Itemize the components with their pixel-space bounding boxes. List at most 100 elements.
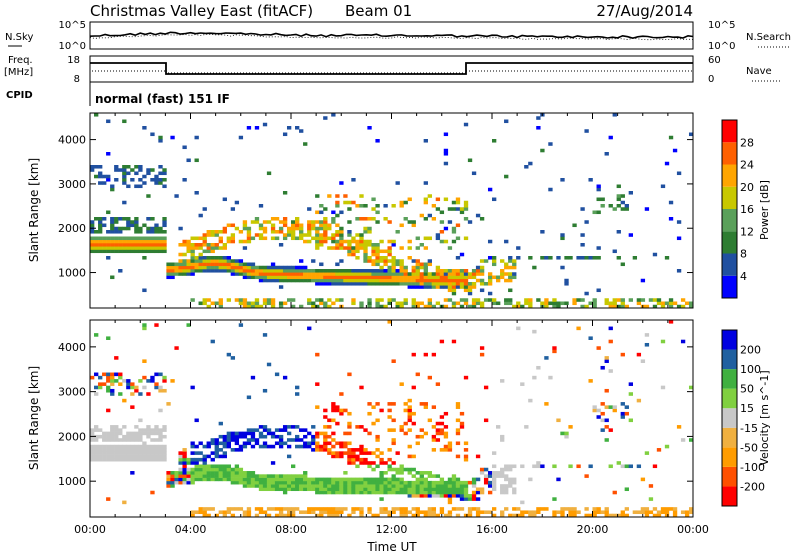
velocity-cell: [660, 510, 666, 515]
velocity-cell: [186, 457, 191, 462]
power-cell: [319, 301, 324, 306]
power-cell: [407, 220, 412, 224]
power-cell: [427, 285, 432, 289]
power-cell: [419, 282, 424, 286]
power-cell: [524, 298, 529, 302]
power-cell: [307, 301, 312, 306]
velocity-cell: [154, 431, 159, 436]
velocity-cell: [367, 477, 372, 482]
power-cell: [415, 272, 420, 276]
velocity-cell: [451, 494, 457, 498]
velocity-cell: [375, 477, 380, 482]
velocity-cell: [246, 438, 252, 442]
power-cell: [323, 301, 328, 306]
velocity-cell: [520, 510, 525, 515]
velocity-cell: [339, 441, 344, 446]
velocity-cell: [90, 457, 95, 462]
power-cell: [391, 239, 396, 244]
velocity-cell: [407, 490, 412, 495]
velocity-cell: [315, 477, 320, 482]
power-cell: [190, 236, 195, 241]
velocity-cell: [250, 434, 256, 439]
power-cell: [359, 204, 364, 208]
velocity-cell: [572, 513, 577, 518]
velocity-cell: [584, 474, 589, 478]
velocity-cell: [343, 480, 348, 485]
power-cell: [262, 269, 268, 273]
power-cell: [142, 288, 147, 293]
power-cell: [668, 135, 674, 140]
velocity-cell: [351, 510, 356, 515]
power-cell: [355, 239, 360, 244]
power-cell: [186, 239, 191, 244]
power-cell: [383, 278, 388, 283]
velocity-cell: [270, 487, 276, 492]
velocity-cell: [463, 497, 469, 501]
velocity-cell: [479, 471, 485, 475]
velocity-xtick-label-5: 20:00: [577, 523, 609, 536]
velocity-cell: [158, 454, 163, 459]
velocity-xtick-label-0: 00:00: [74, 523, 106, 536]
power-cell: [170, 272, 175, 276]
velocity-cell: [234, 434, 240, 439]
power-cell: [291, 298, 296, 302]
velocity-cell: [114, 431, 119, 436]
power-cell: [347, 252, 352, 257]
velocity-cell: [307, 326, 312, 331]
velocity-cell: [500, 474, 505, 478]
velocity-cell: [331, 507, 336, 511]
power-cell: [254, 217, 260, 221]
power-cell: [391, 243, 396, 247]
power-cell: [230, 269, 236, 273]
velocity-cell: [403, 402, 408, 406]
velocity-cell: [343, 431, 348, 436]
velocity-cell: [475, 510, 481, 515]
velocity-cell: [214, 471, 219, 475]
velocity-cell: [628, 382, 633, 386]
power-cell: [323, 272, 328, 276]
velocity-cell: [383, 461, 388, 465]
power-cell: [355, 275, 360, 280]
velocity-cell: [584, 513, 589, 518]
velocity-cell: [447, 494, 453, 498]
power-cell: [355, 243, 360, 247]
power-cell: [286, 230, 292, 234]
velocity-cell: [182, 461, 187, 465]
velocity-cell: [512, 480, 517, 485]
power-cell: [266, 171, 272, 176]
velocity-cell: [347, 431, 352, 436]
velocity-cell: [150, 431, 155, 436]
power-cell: [230, 223, 236, 228]
velocity-cell: [114, 356, 119, 360]
velocity-cell: [455, 418, 461, 423]
velocity-cell: [500, 434, 505, 439]
velocity-cell: [459, 494, 465, 498]
velocity-cell: [387, 428, 392, 432]
power-cell: [182, 243, 187, 247]
power-cell: [142, 174, 147, 179]
velocity-cell: [315, 513, 320, 518]
velocity-cell: [270, 434, 276, 439]
power-cell: [504, 265, 509, 270]
power-cell: [467, 272, 473, 276]
power-cell: [315, 194, 320, 198]
velocity-cell: [512, 464, 517, 469]
velocity-cell: [194, 471, 199, 475]
power-cell: [548, 187, 553, 192]
velocity-cell: [206, 464, 211, 469]
velocity-cell: [311, 438, 316, 442]
velocity-cell: [150, 444, 155, 449]
velocity-cell: [680, 438, 686, 442]
power-cell: [636, 298, 642, 302]
power-cell: [291, 265, 296, 270]
velocity-cell: [270, 480, 276, 485]
power-cell: [102, 236, 107, 241]
velocity-cell: [652, 507, 658, 511]
power-cell: [282, 272, 288, 276]
velocity-cell: [226, 444, 231, 449]
velocity-cell: [134, 431, 139, 436]
power-cell: [403, 272, 408, 276]
power-cell: [178, 265, 183, 270]
power-cell: [359, 282, 364, 286]
